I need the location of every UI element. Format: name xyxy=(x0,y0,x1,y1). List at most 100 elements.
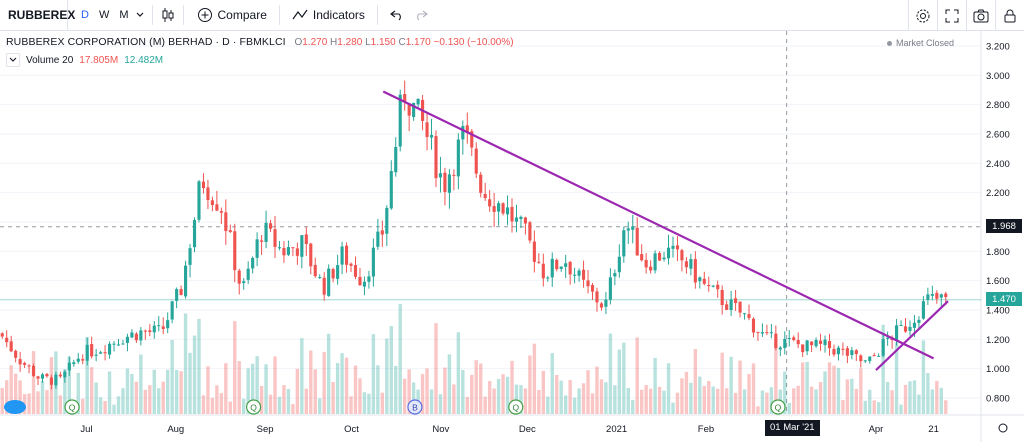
volume-bar xyxy=(309,350,313,414)
candle-body xyxy=(246,268,250,280)
collapse-chevron-icon[interactable] xyxy=(6,53,20,67)
x-tick-label: Dec xyxy=(519,424,536,435)
y-tick-label: 2.400 xyxy=(986,159,1010,170)
candle-body xyxy=(595,291,599,303)
candle-body xyxy=(398,94,402,147)
candle-body xyxy=(613,273,617,277)
compare-button[interactable]: Compare xyxy=(190,0,273,31)
candle-body xyxy=(501,203,505,214)
price-chart[interactable]: 3.2003.0002.8002.6002.4002.2002.0001.800… xyxy=(0,31,1024,442)
volume-bar xyxy=(161,381,165,414)
chevron-down-icon[interactable] xyxy=(134,6,146,24)
candle-body xyxy=(394,146,398,173)
volume-bar xyxy=(613,385,617,414)
candle-body xyxy=(738,301,742,313)
candle-body xyxy=(353,264,358,277)
volume-bar xyxy=(537,389,541,414)
candle-body xyxy=(371,247,375,277)
candle-body xyxy=(412,102,416,118)
volume-bar xyxy=(322,352,326,414)
candle-body xyxy=(854,350,858,355)
indicators-button[interactable]: Indicators xyxy=(286,0,371,31)
timeframe-m[interactable]: M xyxy=(119,9,129,21)
symbol-search[interactable]: RUBBEREX xyxy=(0,0,75,31)
fullscreen-icon[interactable] xyxy=(937,0,966,31)
candle-body xyxy=(689,259,693,269)
volume-bar xyxy=(362,392,367,414)
volume-bar xyxy=(845,379,850,414)
volume-bar xyxy=(13,373,18,414)
camera-icon[interactable] xyxy=(966,0,995,31)
y-tick-label: 0.800 xyxy=(986,394,1010,405)
candle-body xyxy=(881,339,885,356)
candle-body xyxy=(166,320,170,329)
candle-body xyxy=(792,337,796,341)
candle-body xyxy=(349,263,353,266)
candle-body xyxy=(895,325,899,341)
volume-bar xyxy=(653,357,657,414)
y-tick-label: 1.000 xyxy=(986,364,1010,375)
volume-bar xyxy=(492,388,496,414)
candle-body xyxy=(157,325,161,327)
undo-icon[interactable] xyxy=(388,6,406,24)
compare-label: Compare xyxy=(217,8,267,22)
candlestick-icon[interactable] xyxy=(159,6,177,24)
volume-bar xyxy=(174,370,179,414)
volume-bar xyxy=(532,343,537,414)
candle-body xyxy=(707,284,711,287)
candle-body xyxy=(698,277,702,282)
candle-body xyxy=(832,348,836,355)
volume-bar xyxy=(192,335,197,414)
candle-body xyxy=(188,248,192,265)
volume-bar xyxy=(684,371,689,414)
change-value: −0.130 (−10.00%) xyxy=(433,37,514,48)
x-tick-label: Jul xyxy=(80,424,92,435)
ohlc-values: O1.270 H1.280 L1.150 C1.170 −0.130 (−10.… xyxy=(294,37,513,48)
volume-bar xyxy=(376,365,380,414)
candle-body xyxy=(756,331,760,333)
chart-legend: RUBBEREX CORPORATION (M) BERHAD · D · FB… xyxy=(6,36,514,48)
candle-body xyxy=(917,319,921,323)
volume-bar xyxy=(170,339,174,414)
timeframe-w[interactable]: W xyxy=(98,9,110,21)
candle-body xyxy=(0,333,4,337)
candle-body xyxy=(836,347,841,355)
event-marker-label: B xyxy=(412,402,418,412)
volume-bar xyxy=(510,360,514,414)
candle-body xyxy=(751,318,756,333)
candle-body xyxy=(497,203,501,212)
candle-body xyxy=(291,247,295,249)
candle-body xyxy=(859,355,863,362)
candle-body xyxy=(201,181,206,189)
candle-body xyxy=(510,206,514,222)
gear-icon[interactable] xyxy=(908,0,937,31)
candle-body xyxy=(434,136,438,179)
timeframe-d[interactable]: D xyxy=(81,9,89,21)
volume-bar xyxy=(809,386,814,414)
candle-body xyxy=(242,281,246,284)
volume-bar xyxy=(608,333,613,414)
volume-bar xyxy=(224,363,228,414)
candle-body xyxy=(765,332,769,334)
volume-bar xyxy=(800,362,805,414)
candle-body xyxy=(903,326,908,332)
candle-body xyxy=(367,276,371,282)
volume-bar xyxy=(792,388,796,414)
volume-bar xyxy=(550,353,554,414)
volume-bar xyxy=(282,385,286,414)
candle-body xyxy=(926,294,930,300)
dashed-level-tag: 1.968 xyxy=(986,219,1022,233)
volume-bar xyxy=(210,397,215,414)
volume-bar xyxy=(411,382,416,414)
volume-bar xyxy=(76,372,80,414)
lock-icon[interactable] xyxy=(995,0,1024,31)
candle-body xyxy=(143,330,147,332)
volume-bar xyxy=(827,362,832,414)
volume-bar xyxy=(340,353,344,414)
redo-icon[interactable] xyxy=(412,6,430,24)
volume-bar xyxy=(680,378,684,414)
candle-body xyxy=(716,284,720,290)
candle-body xyxy=(939,294,943,298)
candle-body xyxy=(671,245,675,249)
candle-body xyxy=(483,193,487,199)
